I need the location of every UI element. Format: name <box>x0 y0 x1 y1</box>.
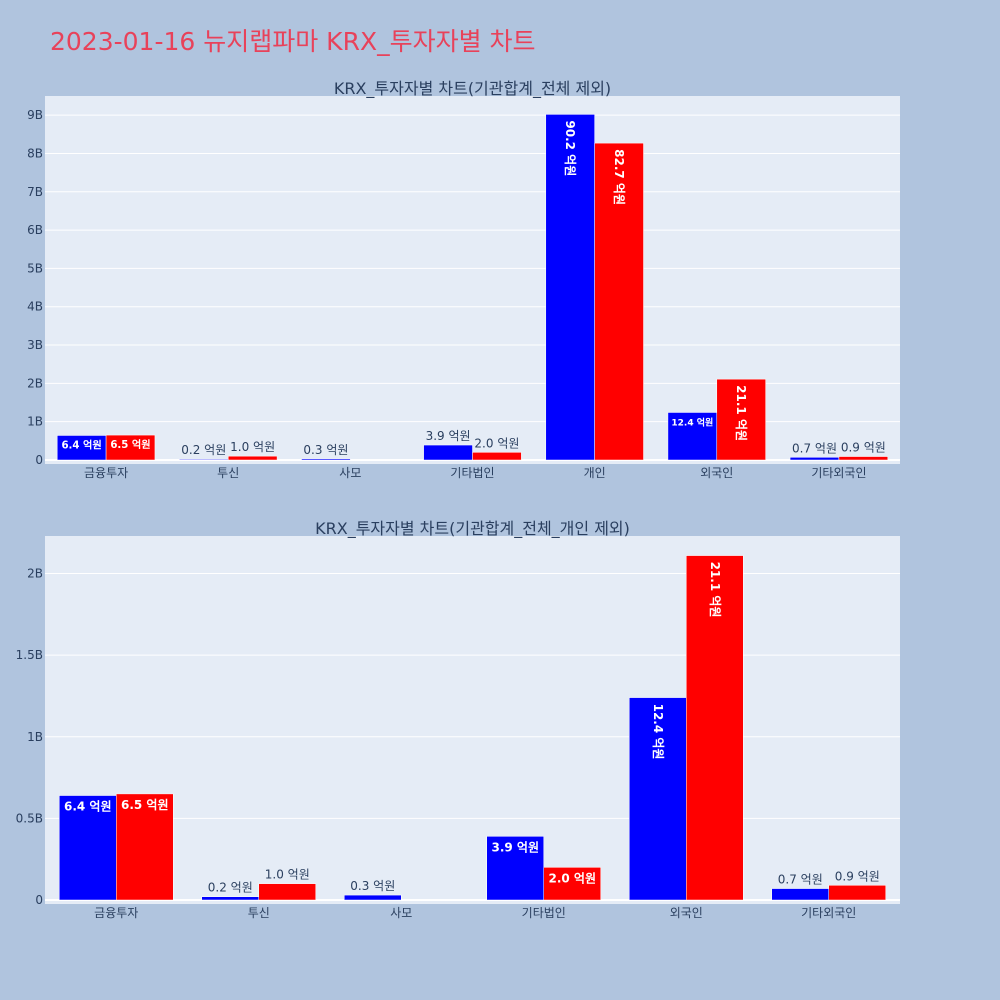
y-tick-label: 8B <box>27 146 43 160</box>
plot-area <box>45 96 900 464</box>
x-tick-label: 투신 <box>217 466 239 480</box>
bar <box>594 142 644 461</box>
data-label: 6.5 억원 <box>110 438 150 451</box>
data-label: 0.9 억원 <box>841 441 886 455</box>
y-tick-label: 0.5B <box>16 811 43 825</box>
bar <box>838 456 889 461</box>
y-tick-label: 2B <box>27 567 43 581</box>
y-tick-label: 7B <box>27 185 43 199</box>
bar <box>301 458 351 461</box>
bar <box>472 452 522 461</box>
data-label: 82.7 억원 <box>612 149 626 205</box>
data-label: 0.2 억원 <box>181 443 226 457</box>
data-label: 3.9 억원 <box>491 840 539 854</box>
bar <box>543 867 601 901</box>
bar <box>344 894 402 901</box>
data-label: 1.0 억원 <box>230 440 275 454</box>
bar <box>423 444 473 461</box>
bar <box>545 114 595 461</box>
x-tick-label: 투신 <box>248 906 270 920</box>
bar <box>771 888 829 901</box>
x-tick-label: 기타외국인 <box>811 466 866 480</box>
bar <box>227 455 278 461</box>
bar <box>686 555 744 901</box>
chart-title: KRX_투자자별 차트(기관합계_전체 제외) <box>334 79 611 99</box>
bar <box>116 793 174 901</box>
bar <box>258 883 316 901</box>
data-label: 6.4 억원 <box>64 800 112 814</box>
x-tick-label: 기타외국인 <box>801 906 856 920</box>
x-tick-label: 기타법인 <box>522 906 566 920</box>
bar <box>716 378 766 461</box>
data-label: 21.1 억원 <box>708 562 722 618</box>
data-label: 0.2 억원 <box>208 881 253 895</box>
data-label: 1.0 억원 <box>265 868 310 882</box>
bar <box>179 458 229 461</box>
bar <box>105 434 156 461</box>
data-label: 0.7 억원 <box>792 441 837 455</box>
y-tick-label: 2B <box>27 376 43 390</box>
x-tick-label: 외국인 <box>700 466 733 480</box>
bar <box>201 896 259 901</box>
data-label: 2.0 억원 <box>474 436 519 450</box>
y-tick-label: 4B <box>27 300 43 314</box>
data-label: 12.4 억원 <box>651 704 665 760</box>
data-label: 6.4 억원 <box>61 438 101 451</box>
data-label: 12.4 억원 <box>671 416 713 428</box>
x-tick-label: 사모 <box>390 906 412 920</box>
y-tick-label: 1B <box>27 415 43 429</box>
data-label: 21.1 억원 <box>734 385 748 441</box>
y-tick-label: 1B <box>27 730 43 744</box>
y-tick-label: 0 <box>35 893 43 907</box>
page-title: 2023-01-16 뉴지랩파마 KRX_투자자별 차트 <box>50 27 536 56</box>
data-label: 0.9 억원 <box>835 869 880 883</box>
x-tick-label: 금융투자 <box>94 906 138 920</box>
chart-1: 0 1B 2B 3B 4B 5B 6B 7B 8B 9B KRX_투자자별 차트(기관합계_전체 제… <box>27 79 900 480</box>
data-label: 2.0 억원 <box>548 871 596 885</box>
data-label: 6.5 억원 <box>121 798 169 812</box>
bar <box>828 885 886 901</box>
data-label: 0.7 억원 <box>778 873 823 887</box>
x-tick-label: 외국인 <box>670 906 703 920</box>
y-tick-label: 6B <box>27 223 43 237</box>
x-tick-label: 금융투자 <box>84 466 128 480</box>
x-tick-label: 개인 <box>584 466 606 480</box>
chart-2: 0 0.5B 1B 1.5B 2B KRX_투자자별 차트(기관합계_전체_개인 제외) 금… <box>16 519 900 920</box>
data-label: 0.3 억원 <box>303 443 348 457</box>
y-tick-label: 1.5B <box>16 648 43 662</box>
bar <box>486 836 544 901</box>
y-tick-label: 9B <box>27 108 43 122</box>
bar <box>56 435 107 461</box>
y-tick-label: 5B <box>27 261 43 275</box>
chart-title: KRX_투자자별 차트(기관합계_전체_개인 제외) <box>315 519 630 539</box>
y-tick-label: 3B <box>27 338 43 352</box>
x-tick-label: 기타법인 <box>450 466 494 480</box>
bar <box>667 412 718 461</box>
plot-area <box>45 536 900 904</box>
bar <box>629 697 687 901</box>
bar <box>789 457 840 461</box>
data-label: 90.2 억원 <box>563 120 577 176</box>
x-tick-label: 사모 <box>339 466 361 480</box>
data-label: 0.3 억원 <box>350 879 395 893</box>
data-label: 3.9 억원 <box>426 429 471 443</box>
y-tick-label: 0 <box>35 453 43 467</box>
